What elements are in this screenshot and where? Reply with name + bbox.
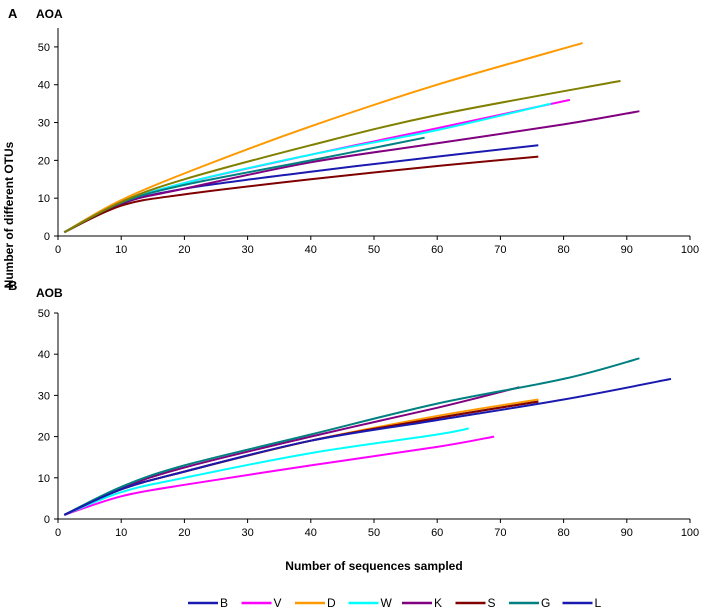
legend-item-K: K bbox=[402, 596, 442, 610]
x-tick-label: 0 bbox=[55, 244, 61, 256]
y-tick-label: 30 bbox=[38, 390, 50, 402]
panel-aob: 0 10 20 30 40 50 60 70 80 90 100 0 10 20 30 40 50 bbox=[38, 308, 699, 539]
x-tick-label: 100 bbox=[681, 244, 699, 256]
legend-label: L bbox=[595, 596, 602, 610]
series-line-S bbox=[63, 400, 539, 516]
series-line-K bbox=[63, 110, 640, 234]
legend-label: V bbox=[274, 596, 282, 610]
series-line-L bbox=[63, 79, 621, 234]
legend-item-D: D bbox=[295, 596, 336, 610]
x-tick-label: 100 bbox=[681, 527, 699, 539]
x-axis-label: Number of sequences sampled bbox=[285, 559, 462, 573]
series-line-B bbox=[63, 400, 539, 516]
x-tick-label: 20 bbox=[178, 527, 190, 539]
legend-item-W: W bbox=[348, 596, 393, 610]
x-tick-label: 80 bbox=[557, 244, 569, 256]
y-tick-label: 0 bbox=[44, 514, 50, 526]
legend-item-S: S bbox=[455, 596, 496, 610]
y-tick-label: 20 bbox=[38, 432, 50, 444]
x-ticks: 0 10 20 30 40 50 60 70 80 90 100 bbox=[55, 519, 699, 539]
x-tick-label: 70 bbox=[494, 244, 506, 256]
panel-title-aob: AOB bbox=[36, 286, 63, 300]
series-line-V bbox=[63, 98, 571, 234]
x-tick-label: 90 bbox=[621, 244, 633, 256]
series-line-K bbox=[63, 386, 520, 516]
series-line-B bbox=[63, 144, 539, 234]
legend-label: D bbox=[327, 596, 336, 610]
y-tick-label: 30 bbox=[38, 118, 50, 130]
x-tick-label: 90 bbox=[621, 527, 633, 539]
series-lines bbox=[63, 42, 640, 234]
legend-item-G: G bbox=[509, 596, 550, 610]
x-tick-label: 20 bbox=[178, 244, 190, 256]
legend-item-V: V bbox=[241, 596, 282, 610]
y-tick-label: 10 bbox=[38, 193, 50, 205]
legend-label: W bbox=[381, 596, 393, 610]
panel-aoa: 0 10 20 30 40 50 60 70 80 90 100 0 10 20 30 40 50 bbox=[38, 28, 699, 256]
panel-title-aoa: AOA bbox=[36, 7, 63, 21]
series-line-V bbox=[63, 435, 495, 516]
series-line-W bbox=[63, 102, 552, 234]
y-tick-label: 40 bbox=[38, 80, 50, 92]
x-tick-label: 10 bbox=[115, 244, 127, 256]
y-tick-label: 0 bbox=[44, 231, 50, 243]
legend-label: K bbox=[434, 596, 442, 610]
panel-label-a: A bbox=[8, 6, 18, 21]
x-tick-label: 0 bbox=[55, 527, 61, 539]
x-tick-label: 60 bbox=[431, 527, 443, 539]
y-ticks: 0 10 20 30 40 50 bbox=[38, 308, 58, 526]
x-ticks: 0 10 20 30 40 50 60 70 80 90 100 bbox=[55, 236, 699, 256]
y-tick-label: 20 bbox=[38, 155, 50, 167]
y-ticks: 0 10 20 30 40 50 bbox=[38, 42, 58, 243]
panel-label-b: B bbox=[8, 278, 17, 293]
x-tick-label: 70 bbox=[494, 527, 506, 539]
x-tick-label: 30 bbox=[241, 244, 253, 256]
legend-item-L: L bbox=[562, 596, 602, 610]
legend-label: S bbox=[488, 596, 496, 610]
x-tick-label: 40 bbox=[305, 244, 317, 256]
y-axis-label: Number of different OTUs bbox=[2, 141, 16, 288]
x-tick-label: 30 bbox=[241, 527, 253, 539]
series-lines bbox=[63, 357, 672, 516]
legend-label: G bbox=[541, 596, 550, 610]
y-tick-label: 50 bbox=[38, 42, 50, 54]
series-line-S bbox=[63, 155, 539, 234]
x-tick-label: 40 bbox=[305, 527, 317, 539]
series-line-D bbox=[63, 398, 539, 516]
legend-label: B bbox=[220, 596, 228, 610]
x-tick-label: 50 bbox=[368, 527, 380, 539]
series-line-W bbox=[63, 427, 469, 516]
x-tick-label: 10 bbox=[115, 527, 127, 539]
series-line-L bbox=[63, 377, 672, 516]
series-line-G bbox=[63, 357, 640, 516]
x-tick-label: 50 bbox=[368, 244, 380, 256]
y-tick-label: 40 bbox=[38, 349, 50, 361]
series-line-D bbox=[63, 42, 583, 234]
x-tick-label: 80 bbox=[557, 527, 569, 539]
y-tick-label: 10 bbox=[38, 473, 50, 485]
legend-item-B: B bbox=[188, 596, 228, 610]
x-tick-label: 60 bbox=[431, 244, 443, 256]
y-tick-label: 50 bbox=[38, 308, 50, 320]
